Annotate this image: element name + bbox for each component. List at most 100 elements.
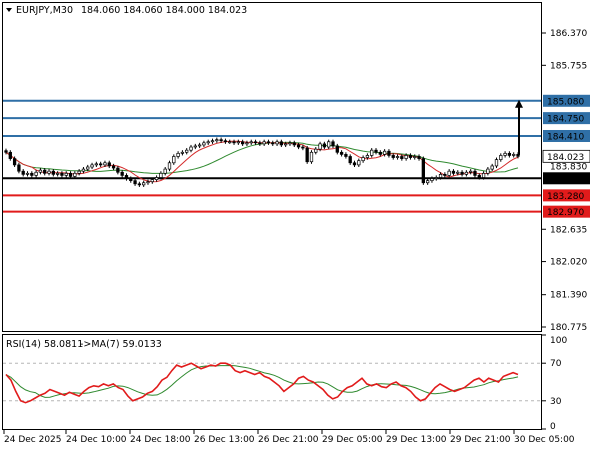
level-price-tag-label: 183.605 <box>547 175 584 185</box>
levels-layer <box>3 99 541 213</box>
current-price-tag-label: 184.023 <box>547 153 584 163</box>
candle-body <box>228 141 232 144</box>
rsi-label: RSI(14) 58.0811 <box>6 339 83 350</box>
level-price-tag-label: 183.280 <box>547 192 584 202</box>
main-pane-frame <box>2 2 542 332</box>
candle-body <box>469 170 473 173</box>
candle-body <box>111 165 116 169</box>
candle-body <box>219 139 223 142</box>
level-price-tag-label: 182.970 <box>547 208 584 218</box>
candle-body <box>30 172 34 176</box>
candles-layer <box>4 137 520 187</box>
ohlc-values: 184.060 184.060 184.000 184.023 <box>81 5 247 16</box>
candle-body <box>245 142 249 145</box>
candle-body <box>120 171 124 176</box>
candle-body <box>159 172 163 178</box>
price-tick-label: 185.755 <box>550 61 587 71</box>
candle-body <box>404 155 408 159</box>
candle-body <box>374 149 378 153</box>
candle-body <box>331 141 335 147</box>
candle-body <box>507 152 512 156</box>
candle-body <box>8 151 12 159</box>
candle-body <box>240 141 245 145</box>
price-tick-label: 183.830 <box>550 162 587 172</box>
candle-body <box>382 150 387 155</box>
candle-body <box>202 142 206 146</box>
price-tick-label: 182.020 <box>550 258 587 268</box>
candle-body <box>210 140 215 143</box>
price-tick-label: 182.635 <box>550 225 587 235</box>
rsi-scale-label: 0 <box>550 422 556 432</box>
candle-body <box>322 143 327 148</box>
triangle-down-icon[interactable] <box>6 8 12 12</box>
candle-body <box>206 141 210 144</box>
candle-body <box>335 145 339 153</box>
candle-body <box>107 162 111 167</box>
candle-body <box>305 147 309 163</box>
price-label-layer: 185.080 184.750 184.410 183.605 183.280 182.9… <box>542 94 590 218</box>
candle-body <box>60 172 64 176</box>
level-price-tag <box>543 94 590 107</box>
candle-body <box>142 182 146 186</box>
rsi-header: RSI(14) 58.0811 ->MA(7) 59.0133 <box>6 339 162 350</box>
candle-body <box>486 168 490 174</box>
candle-body <box>193 145 197 148</box>
candle-body <box>460 171 464 175</box>
arrow-layer <box>515 99 523 155</box>
candle-body <box>17 164 21 172</box>
candle-body <box>133 180 137 185</box>
price-axis: 186.370 185.755 182.635 182.020 181.390 180.7… <box>542 29 587 333</box>
candle-body <box>94 163 99 166</box>
rsi-layer: 100 70 30 0 <box>3 334 567 432</box>
candle-body <box>146 181 150 184</box>
level-price-tag <box>543 112 590 125</box>
candle-body <box>348 156 352 164</box>
candle-body <box>262 141 266 145</box>
candle-body <box>180 151 185 154</box>
candle-body <box>473 170 477 176</box>
candle-body <box>490 165 494 170</box>
candle-body <box>86 166 90 170</box>
rsi-line <box>5 362 519 404</box>
candle-body <box>279 141 284 146</box>
candle-body <box>103 162 107 166</box>
candle-body <box>447 170 451 176</box>
current-price-tag <box>542 149 590 163</box>
price-tick-label: 180.775 <box>550 323 587 333</box>
candle-body <box>12 158 17 166</box>
symbol-header: EURJPY,M30 184.060 184.060 184.000 184.0… <box>6 5 247 16</box>
candle-body <box>51 170 55 175</box>
candle-body <box>172 156 176 164</box>
candle-body <box>400 156 404 159</box>
time-tick-label: 29 Dec 05:00 <box>322 435 383 445</box>
candle-body <box>197 144 202 147</box>
candle-body <box>499 155 503 160</box>
candle-body <box>124 175 129 179</box>
candle-body <box>223 140 228 143</box>
rsi-scale-label: 30 <box>550 397 562 407</box>
candle-body <box>150 179 154 183</box>
moving-averages-layer <box>5 140 519 183</box>
candle-body <box>253 141 258 144</box>
candle-body <box>176 152 180 157</box>
candle-body <box>64 172 68 176</box>
candle-body <box>352 162 357 166</box>
price-tick-label: 186.370 <box>550 29 587 39</box>
candle-body <box>43 169 47 174</box>
candle-body <box>314 148 318 153</box>
candle-body <box>288 142 292 145</box>
candle-body <box>413 156 417 158</box>
candle-body <box>309 151 314 163</box>
time-axis: 24 Dec 2025 24 Dec 10:00 24 Dec 18:00 26 De… <box>3 430 575 445</box>
candle-body <box>503 152 507 156</box>
candle-body <box>339 151 344 155</box>
time-tick-label: 29 Dec 21:00 <box>450 435 511 445</box>
candle-body <box>417 156 421 159</box>
candle-body <box>464 171 469 175</box>
candle-body <box>232 141 236 144</box>
candle-body <box>301 146 305 149</box>
candle-body <box>370 149 374 156</box>
candle-body <box>275 141 279 145</box>
candle-body <box>481 172 486 178</box>
